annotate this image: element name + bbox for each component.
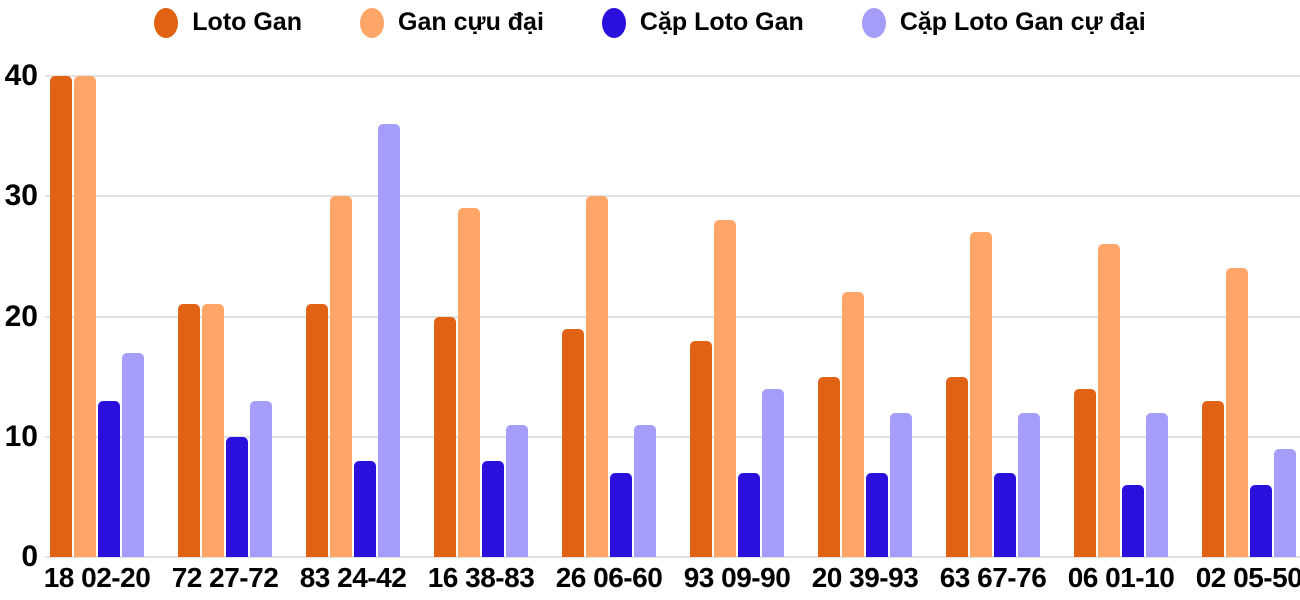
gridline-30 xyxy=(45,195,1300,198)
bar-cluster xyxy=(434,76,528,557)
bar-cluster xyxy=(1074,76,1168,557)
x-tick-label: 02 05-50 xyxy=(1195,562,1300,593)
legend-item-1[interactable]: Gan cựu đại xyxy=(360,8,544,38)
y-tick-label: 10 xyxy=(4,419,38,453)
bar[interactable] xyxy=(690,340,712,557)
bar[interactable] xyxy=(842,292,864,557)
bar-cluster xyxy=(1202,76,1296,557)
x-tick-label: 16 38-83 xyxy=(427,562,535,593)
bar[interactable] xyxy=(330,196,352,557)
bar-group: 18 02-20 xyxy=(44,76,151,592)
bar[interactable] xyxy=(970,232,992,557)
bar[interactable] xyxy=(74,76,96,557)
bar-group: 06 01-10 xyxy=(1068,76,1175,592)
bar[interactable] xyxy=(178,304,200,557)
bar-group: 26 06-60 xyxy=(556,76,663,592)
bar-cluster xyxy=(690,76,784,557)
bar[interactable] xyxy=(586,196,608,557)
bar[interactable] xyxy=(1018,412,1040,557)
bar-cluster xyxy=(562,76,656,557)
bar-cluster xyxy=(946,76,1040,557)
legend-swatch-icon xyxy=(601,8,626,38)
bar[interactable] xyxy=(818,376,840,557)
bar-cluster xyxy=(818,76,912,557)
legend-item-3[interactable]: Cặp Loto Gan cự đại xyxy=(861,8,1146,38)
plot-area: 18 02-20 72 27-72 83 24-42 16 38-83 26 06-60… xyxy=(44,75,1300,592)
bar[interactable] xyxy=(354,460,376,557)
bar[interactable] xyxy=(1122,484,1144,557)
bar[interactable] xyxy=(994,472,1016,557)
gridline-20 xyxy=(45,315,1300,318)
bar[interactable] xyxy=(98,400,120,557)
bar[interactable] xyxy=(306,304,328,557)
legend-label: Cặp Loto Gan xyxy=(639,8,804,37)
bar[interactable] xyxy=(506,424,528,557)
bar[interactable] xyxy=(1202,400,1224,557)
x-tick-label: 06 01-10 xyxy=(1067,562,1175,593)
bar-group: 16 38-83 xyxy=(428,76,535,592)
bar-group: 93 09-90 xyxy=(684,76,791,592)
x-tick-label: 93 09-90 xyxy=(683,562,791,593)
bar[interactable] xyxy=(1250,484,1272,557)
bar-cluster xyxy=(306,76,400,557)
bar[interactable] xyxy=(1274,448,1296,557)
legend-swatch-icon xyxy=(154,8,179,38)
bar[interactable] xyxy=(738,472,760,557)
x-tick-label: 26 06-60 xyxy=(555,562,663,593)
gridline-10 xyxy=(45,435,1300,438)
x-tick-label: 20 39-93 xyxy=(811,562,919,593)
bar[interactable] xyxy=(50,76,72,557)
legend-label: Cặp Loto Gan cự đại xyxy=(899,8,1146,37)
bar[interactable] xyxy=(434,316,456,557)
legend-swatch-icon xyxy=(861,8,886,38)
bar-plot: 18 02-20 72 27-72 83 24-42 16 38-83 26 06-60… xyxy=(44,76,1300,592)
bar[interactable] xyxy=(610,472,632,557)
bar[interactable] xyxy=(378,124,400,557)
bar[interactable] xyxy=(946,376,968,557)
gridline-40 xyxy=(45,75,1300,77)
x-tick-label: 83 24-42 xyxy=(299,562,407,593)
bar[interactable] xyxy=(562,328,584,557)
bar[interactable] xyxy=(122,352,144,557)
y-tick-label: 40 xyxy=(4,59,38,92)
bar[interactable] xyxy=(1098,244,1120,557)
y-tick-label: 20 xyxy=(4,299,38,333)
bar[interactable] xyxy=(866,472,888,557)
bar-group: 83 24-42 xyxy=(300,76,407,592)
bar[interactable] xyxy=(458,208,480,557)
gridlines xyxy=(45,75,1300,558)
bar-cluster xyxy=(178,76,272,557)
bar-group: 20 39-93 xyxy=(812,76,919,592)
legend-item-2[interactable]: Cặp Loto Gan xyxy=(601,8,804,38)
bar[interactable] xyxy=(890,412,912,557)
legend-label: Loto Gan xyxy=(192,8,302,37)
bar-group: 02 05-50 xyxy=(1196,76,1300,592)
bar[interactable] xyxy=(1226,268,1248,557)
bar[interactable] xyxy=(250,400,272,557)
bar[interactable] xyxy=(762,388,784,557)
bar-cluster xyxy=(50,76,144,557)
bar[interactable] xyxy=(714,220,736,557)
bar[interactable] xyxy=(1146,412,1168,557)
y-tick-label: 0 xyxy=(21,540,38,573)
bar[interactable] xyxy=(226,436,248,557)
bar[interactable] xyxy=(202,304,224,557)
chart-legend: Loto Gan Gan cựu đại Cặp Loto Gan Cặp Loto … xyxy=(0,8,1300,38)
legend-item-0[interactable]: Loto Gan xyxy=(154,8,302,38)
bar-group: 63 67-76 xyxy=(940,76,1047,592)
y-tick-label: 30 xyxy=(4,179,38,213)
bar[interactable] xyxy=(1074,388,1096,557)
legend-swatch-icon xyxy=(360,8,384,38)
bar-group: 72 27-72 xyxy=(172,76,279,592)
x-tick-label: 63 67-76 xyxy=(939,562,1047,593)
bar[interactable] xyxy=(482,460,504,557)
legend-label: Gan cựu đại xyxy=(398,8,544,37)
bar[interactable] xyxy=(634,424,656,557)
x-tick-label: 18 02-20 xyxy=(43,562,151,593)
y-axis: 0 10 20 30 40 xyxy=(0,61,40,572)
gridline-0 xyxy=(45,556,1300,558)
x-tick-label: 72 27-72 xyxy=(171,562,279,593)
